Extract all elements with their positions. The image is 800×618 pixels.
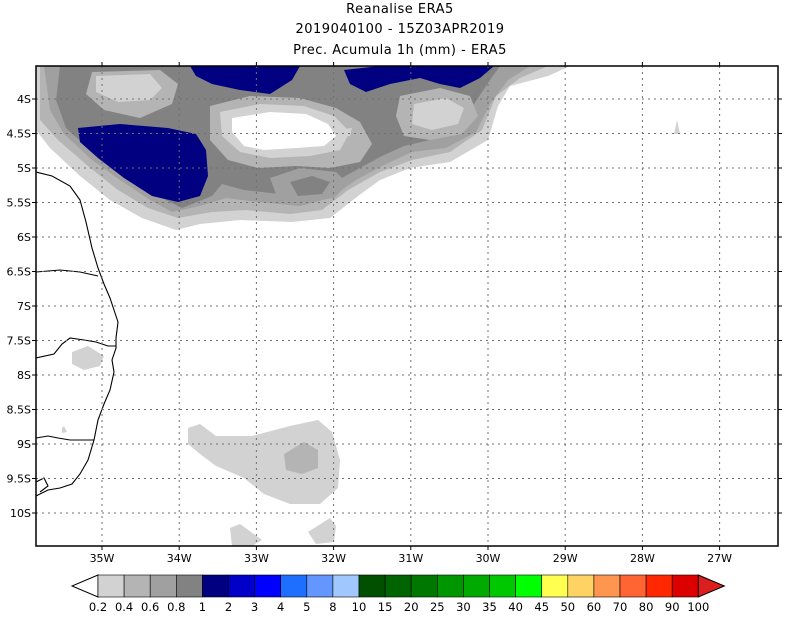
colorbar-swatch — [489, 574, 516, 598]
colorbar-swatch — [332, 574, 360, 598]
colorbar-label: 20 — [404, 600, 419, 614]
title-line-3: Prec. Acumula 1h (mm) - ERA5 — [293, 43, 507, 58]
colorbar-swatch — [671, 574, 699, 598]
colorbar-label: 0.2 — [89, 600, 107, 614]
lon-label: 35W — [90, 552, 115, 565]
lat-label: 9.5S — [7, 473, 31, 486]
colorbar-swatch — [645, 574, 673, 598]
colorbar-label: 90 — [665, 600, 680, 614]
lon-label: 32W — [321, 552, 346, 565]
lat-label: 7.5S — [7, 335, 31, 348]
lat-label: 7S — [17, 300, 31, 313]
colorbar-label: 15 — [378, 600, 393, 614]
colorbar-label: 5 — [303, 600, 310, 614]
lon-label: 28W — [630, 552, 655, 565]
colorbar-swatch — [358, 574, 386, 598]
colorbar-swatch — [515, 574, 542, 598]
lat-label: 9S — [17, 438, 31, 451]
colorbar-label: 30 — [456, 600, 471, 614]
colorbar-label: 2 — [225, 600, 232, 614]
colorbar-swatch — [97, 574, 125, 598]
colorbar: 0.2 0.4 0.6 0.8 1 2 3 4 5 8 10 15 20 25 30 35 40 45 50 60 70… — [70, 574, 726, 614]
lat-label: 5S — [17, 162, 31, 175]
colorbar-swatch — [306, 574, 334, 598]
lat-label: 6S — [17, 231, 31, 244]
lat-label: 10S — [10, 507, 31, 520]
precip-field-north — [36, 66, 570, 230]
lon-label: 33W — [244, 552, 269, 565]
lon-label: 34W — [167, 552, 192, 565]
colorbar-swatch — [410, 574, 438, 598]
colorbar-swatch — [541, 574, 569, 598]
colorbar-label: 4 — [277, 600, 284, 614]
lon-label: 31W — [398, 552, 423, 565]
colorbar-low-arrow — [70, 574, 99, 598]
colorbar-label: 0.4 — [115, 600, 133, 614]
colorbar-swatch — [463, 574, 490, 598]
colorbar-label: 100 — [687, 600, 709, 614]
colorbar-label: 8 — [329, 600, 336, 614]
colorbar-label: 0.8 — [167, 600, 185, 614]
colorbar-label: 35 — [482, 600, 497, 614]
lon-label: 30W — [476, 552, 501, 565]
lat-label: 8.5S — [7, 404, 31, 417]
lat-label: 8S — [17, 369, 31, 382]
precip-field-south — [62, 120, 680, 546]
colorbar-label: 0.6 — [141, 600, 159, 614]
lat-label: 6.5S — [7, 266, 31, 279]
colorbar-swatch — [254, 574, 282, 598]
lat-label: 4S — [17, 93, 31, 106]
colorbar-label: 3 — [251, 600, 258, 614]
colorbar-label: 70 — [613, 600, 628, 614]
colorbar-swatch — [176, 574, 203, 598]
colorbar-label: 50 — [560, 600, 575, 614]
colorbar-label: 60 — [587, 600, 602, 614]
lon-label: 29W — [553, 552, 578, 565]
colorbar-swatch — [202, 574, 229, 598]
colorbar-label: 1 — [199, 600, 206, 614]
lat-label: 5.5S — [7, 197, 31, 210]
colorbar-swatch — [436, 574, 464, 598]
colorbar-label: 80 — [639, 600, 654, 614]
coastline — [36, 171, 119, 497]
colorbar-swatch — [228, 574, 255, 598]
colorbar-label: 40 — [508, 600, 523, 614]
graticule — [36, 66, 778, 546]
lon-label: 27W — [707, 552, 732, 565]
colorbar-swatch — [149, 574, 177, 598]
colorbar-swatch — [593, 574, 621, 598]
colorbar-swatch — [567, 574, 595, 598]
title-line-2: 2019040100 - 15Z03APR2019 — [295, 22, 505, 37]
colorbar-swatch — [123, 574, 151, 598]
colorbar-swatch — [384, 574, 412, 598]
colorbar-label: 10 — [352, 600, 367, 614]
colorbar-label: 45 — [534, 600, 549, 614]
title-line-1: Reanalise ERA5 — [346, 2, 454, 17]
colorbar-swatch — [280, 574, 308, 598]
colorbar-high-arrow — [697, 574, 726, 598]
colorbar-label: 25 — [430, 600, 445, 614]
colorbar-swatch — [619, 574, 647, 598]
lat-label: 4.5S — [7, 128, 31, 141]
